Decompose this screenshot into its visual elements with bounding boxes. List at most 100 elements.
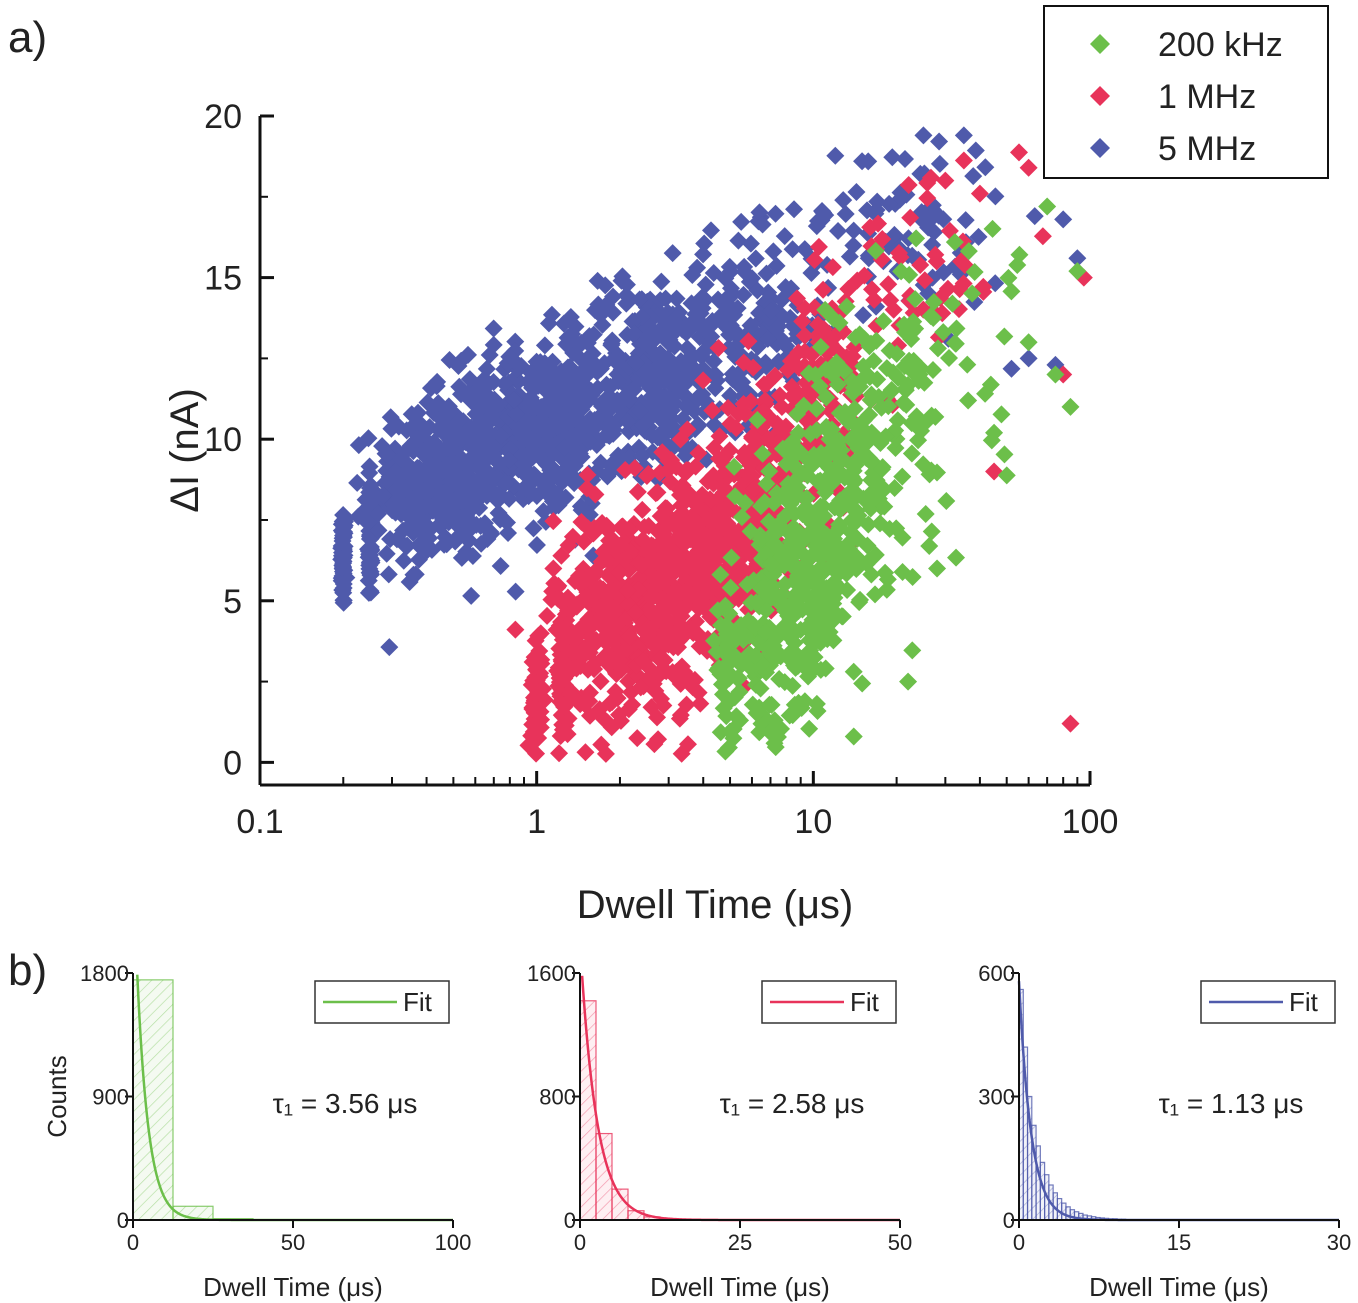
data-point <box>899 175 918 194</box>
data-point <box>482 440 501 459</box>
data-point <box>1025 207 1044 226</box>
data-point <box>671 352 690 371</box>
data-point <box>947 548 966 567</box>
data-point <box>558 588 577 607</box>
data-point <box>804 618 823 637</box>
data-point <box>846 328 865 347</box>
tau-annotation: τ₁ = 1.13 μs <box>1159 1088 1304 1119</box>
data-point <box>561 436 580 455</box>
data-point <box>811 564 830 583</box>
data-point <box>925 223 944 242</box>
data-point <box>334 528 353 547</box>
data-point <box>724 719 743 738</box>
y-axis-label: Counts <box>42 1055 72 1137</box>
data-point <box>677 695 696 714</box>
data-point <box>859 450 878 469</box>
data-point <box>460 370 479 389</box>
data-point <box>409 403 428 422</box>
data-point <box>657 662 676 681</box>
y-tick-label: 0 <box>1003 1208 1015 1233</box>
data-point <box>795 651 814 670</box>
data-point <box>767 647 786 666</box>
data-point <box>761 302 780 321</box>
data-point <box>360 457 379 476</box>
data-point <box>729 231 748 250</box>
legend-marker <box>1090 138 1110 158</box>
data-point <box>825 498 844 517</box>
data-point <box>976 384 995 403</box>
data-point <box>524 722 543 741</box>
data-point <box>903 246 922 265</box>
data-point <box>660 401 679 420</box>
x-axis-label-a: Dwell Time (μs) <box>577 883 853 927</box>
data-point <box>617 294 636 313</box>
data-point <box>853 674 872 693</box>
data-point <box>461 431 480 450</box>
data-point <box>704 352 723 371</box>
scatter-panel-a: 0.1 1 10 100 0 5 10 15 20 Dwell Time (μs) ΔI (nA… <box>163 5 1329 927</box>
data-point <box>769 538 788 557</box>
data-point <box>947 319 966 338</box>
data-point <box>877 580 896 599</box>
data-point <box>907 229 926 248</box>
data-point <box>362 483 381 502</box>
data-point <box>599 426 618 445</box>
data-point <box>548 589 567 608</box>
data-point <box>396 443 415 462</box>
data-point <box>895 150 914 169</box>
data-point <box>601 377 620 396</box>
data-point <box>719 738 738 757</box>
data-point <box>597 516 616 535</box>
data-point <box>1033 227 1052 246</box>
data-point <box>1038 197 1057 216</box>
data-point <box>359 539 378 558</box>
data-point <box>807 421 826 440</box>
data-point <box>491 556 510 575</box>
data-point <box>915 271 934 290</box>
data-point <box>711 723 730 742</box>
data-point <box>746 249 765 268</box>
data-point <box>549 496 568 515</box>
data-point <box>867 331 886 350</box>
data-point <box>648 483 667 502</box>
data-point <box>854 306 873 325</box>
data-point <box>635 372 654 391</box>
data-point <box>970 184 989 203</box>
data-point <box>334 591 353 610</box>
data-point <box>930 132 949 151</box>
data-point <box>653 327 672 346</box>
data-point <box>833 607 852 626</box>
data-point <box>561 307 580 326</box>
data-point <box>860 405 879 424</box>
data-point <box>597 633 616 652</box>
data-point <box>612 519 631 538</box>
data-point <box>576 641 595 660</box>
data-point <box>767 589 786 608</box>
data-point <box>945 334 964 353</box>
data-point <box>524 434 543 453</box>
data-point <box>766 204 785 223</box>
data-point <box>535 400 554 419</box>
data-point <box>501 439 520 458</box>
data-point <box>656 289 675 308</box>
data-point <box>916 504 935 523</box>
data-point <box>575 695 594 714</box>
data-point <box>779 627 798 646</box>
data-point <box>447 427 466 446</box>
data-point <box>592 395 611 414</box>
data-point <box>421 379 440 398</box>
data-point <box>379 565 398 584</box>
data-point <box>504 477 523 496</box>
data-point <box>581 352 600 371</box>
data-point <box>686 525 705 544</box>
data-point <box>650 650 669 669</box>
data-point <box>414 442 433 461</box>
legend-marker <box>1090 34 1110 54</box>
data-point <box>880 519 899 538</box>
data-point <box>616 460 635 479</box>
y-tick-label: 15 <box>204 260 242 298</box>
data-point <box>995 445 1014 464</box>
data-point <box>760 462 779 481</box>
data-point <box>714 535 733 554</box>
data-point <box>438 438 457 457</box>
